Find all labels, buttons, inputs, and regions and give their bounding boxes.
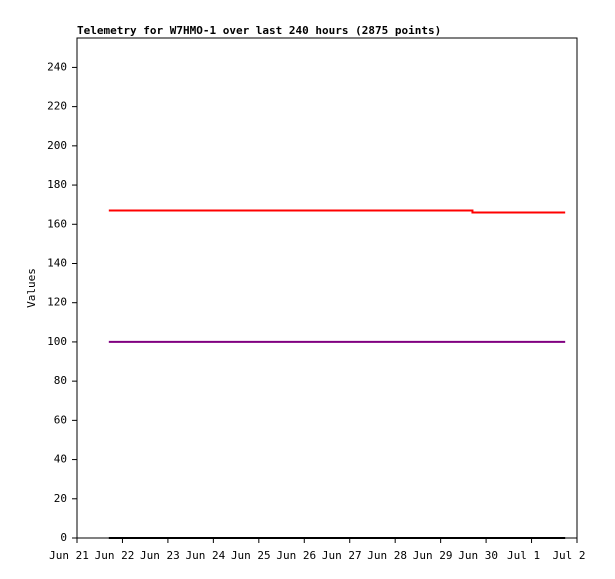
x-tick-label: Jun 26: [276, 549, 316, 562]
y-tick-label: 200: [47, 139, 67, 152]
y-tick-label: 240: [47, 60, 67, 73]
y-tick-label: 100: [47, 335, 67, 348]
x-tick-label: Jun 21: [49, 549, 89, 562]
x-tick-label: Jul 1: [507, 549, 540, 562]
y-tick-label: 0: [60, 531, 67, 544]
y-tick-label: 220: [47, 100, 67, 113]
chart-title: Telemetry for W7HMO-1 over last 240 hour…: [77, 24, 441, 37]
y-axis-label: Values: [25, 268, 38, 308]
y-tick-label: 60: [54, 413, 67, 426]
y-tick-label: 140: [47, 256, 67, 269]
series-line: [108, 209, 566, 214]
y-tick-label: 120: [47, 296, 67, 309]
x-tick-label: Jun 30: [458, 549, 498, 562]
x-tick-label: Jun 23: [140, 549, 180, 562]
x-tick-label: Jun 24: [185, 549, 225, 562]
plot-frame: [76, 37, 578, 539]
y-tick-label: 80: [54, 374, 67, 387]
x-tick-label: Jul 2: [552, 549, 585, 562]
y-tick-label: 160: [47, 217, 67, 230]
x-tick-label: Jun 22: [95, 549, 135, 562]
y-tick-label: 180: [47, 178, 67, 191]
y-tick-label: 40: [54, 453, 67, 466]
x-tick-label: Jun 29: [413, 549, 453, 562]
y-tick-label: 20: [54, 492, 67, 505]
x-tick-label: Jun 25: [231, 549, 271, 562]
x-tick-label: Jun 28: [367, 549, 407, 562]
x-tick-label: Jun 27: [322, 549, 362, 562]
